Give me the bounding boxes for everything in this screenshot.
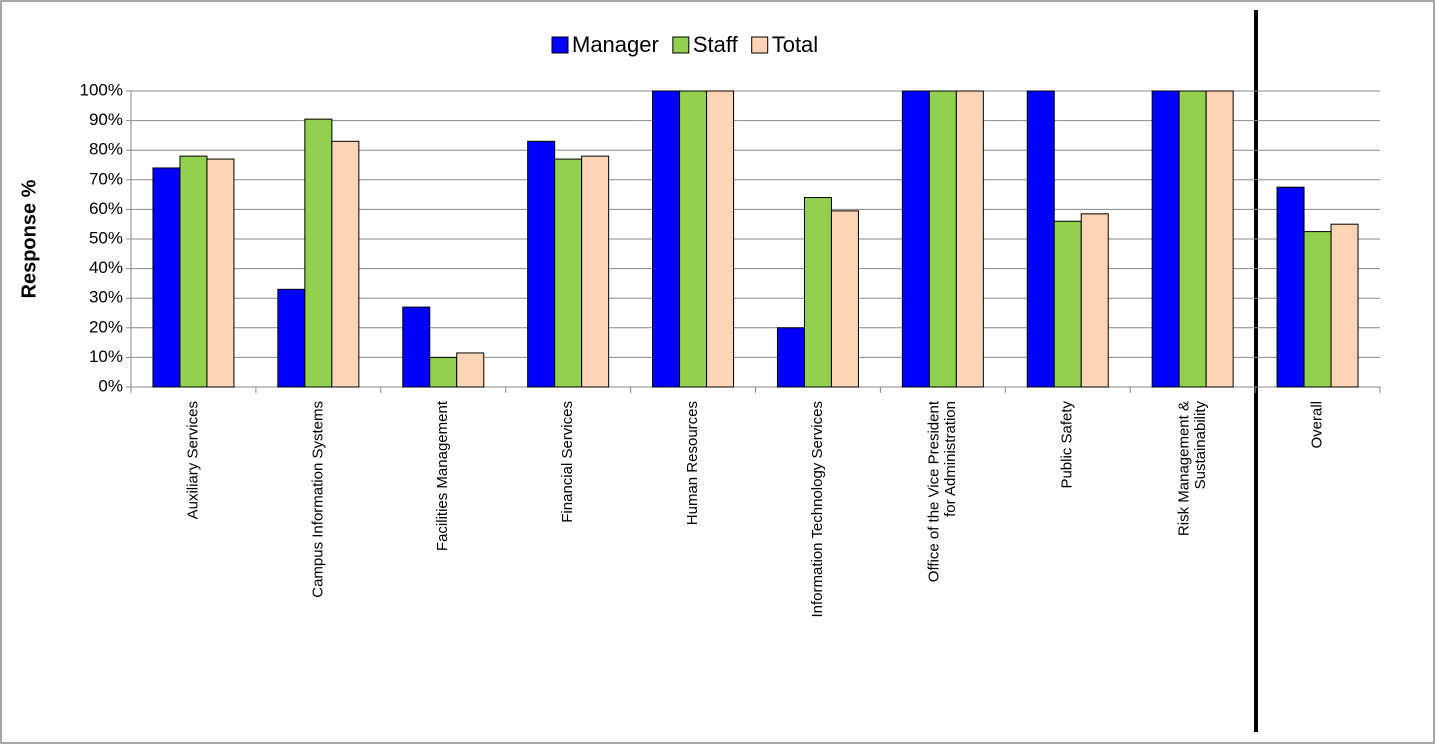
bar [527,140,556,388]
x-tick-label: Public Safety [1059,401,1076,489]
bar [554,158,583,388]
y-tick-label: 10% [89,347,123,366]
bar [901,90,930,388]
bar [652,90,681,388]
x-tick-label: Campus Information Systems [309,401,326,598]
bar [803,197,832,388]
bar [1276,186,1305,388]
bar [830,210,859,388]
bar [1151,90,1180,388]
y-axis-title: Response % [18,179,40,298]
bar [206,158,235,388]
bar [1178,90,1207,388]
legend-label: Manager [572,32,659,57]
legend-swatch [551,36,569,54]
bar [706,90,735,388]
x-tick-label: Information Technology Services [809,401,826,618]
x-tick-label: Auxiliary Services [184,401,201,519]
y-tick-label: 70% [89,169,123,188]
y-tick-label: 100% [80,80,123,99]
y-tick-label: 50% [89,228,123,247]
legend-label: Staff [693,32,739,57]
bar [1205,90,1234,388]
x-tick-label: Financial Services [559,401,576,523]
bar [456,352,485,388]
x-tick-label: Facilities Management [434,400,451,551]
x-tick-label: Office of the Vice Presidentfor Administ… [926,400,960,582]
bar [1303,231,1332,388]
y-tick-label: 80% [89,140,123,159]
bar [679,90,708,388]
legend-label: Total [772,32,818,57]
x-tick-label: Overall [1309,401,1326,449]
y-tick-label: 90% [89,110,123,129]
bar [429,356,458,388]
legend-swatch [672,36,690,54]
bar [581,155,610,388]
bar [277,288,306,388]
y-tick-label: 40% [89,258,123,277]
bar [1053,220,1082,388]
bar [955,90,984,388]
bar [1330,223,1359,388]
y-tick-label: 20% [89,317,123,336]
bar [331,140,360,388]
y-tick-label: 30% [89,288,123,307]
y-tick-label: 60% [89,199,123,218]
x-tick-label: Human Resources [684,401,701,525]
legend-swatch [751,36,769,54]
bar [152,167,181,388]
bar [1080,213,1109,388]
bar [402,306,431,388]
x-tick-label: Risk Management &Sustainability [1175,401,1209,537]
bar [928,90,957,388]
y-tick-label: 0% [98,376,123,395]
bar [179,155,208,388]
bar [776,327,805,388]
bar [1026,90,1055,388]
bar [304,118,333,388]
